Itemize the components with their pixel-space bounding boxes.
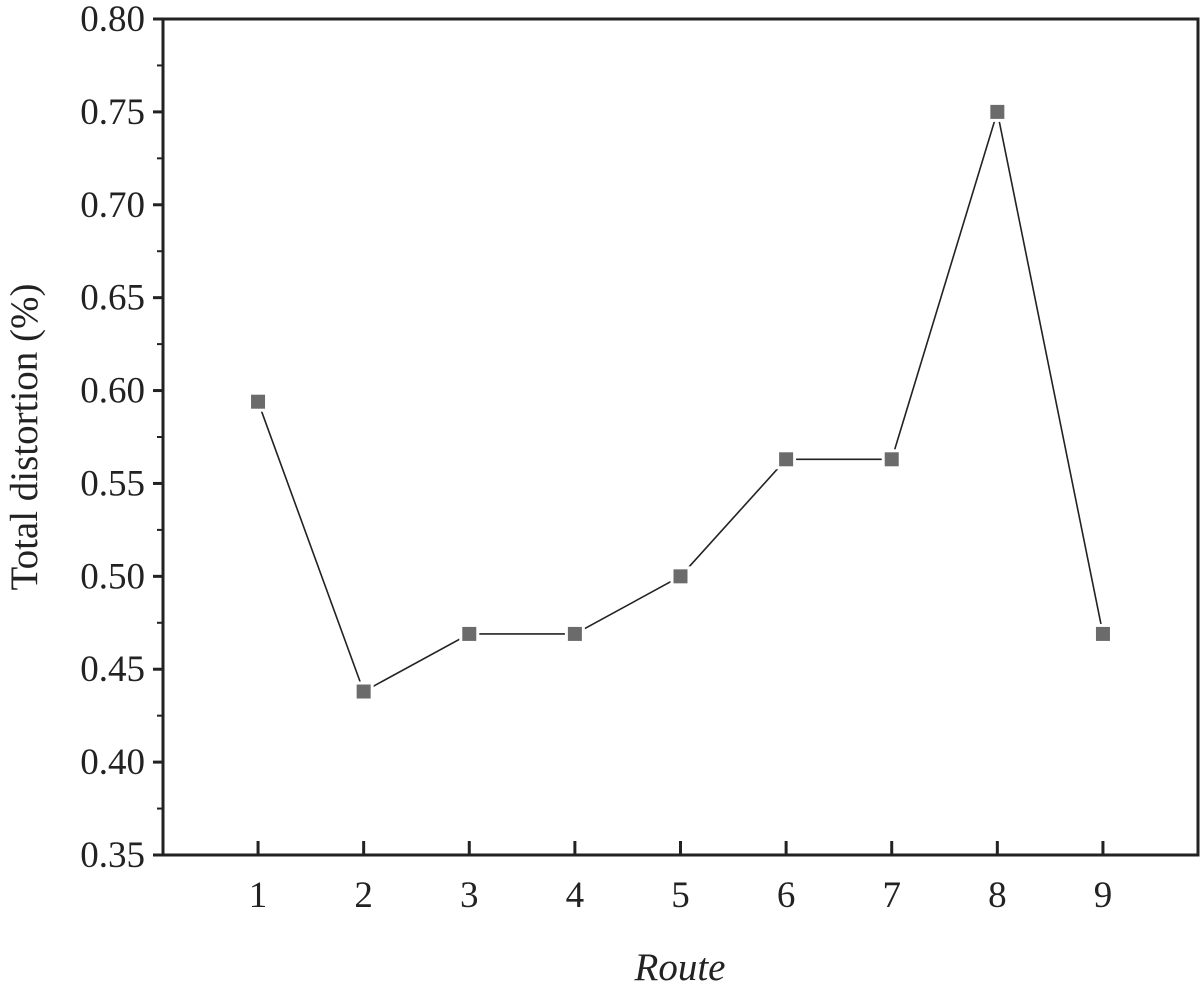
x-tick-label: 6: [777, 875, 796, 916]
data-point: [248, 391, 269, 412]
x-tick-label: 3: [460, 875, 479, 916]
data-point: [670, 566, 691, 587]
x-tick-label: 4: [566, 875, 585, 916]
x-tick-label: 1: [249, 875, 268, 916]
x-tick-label: 9: [1094, 875, 1113, 916]
series-segment: [363, 633, 470, 693]
x-tick-label: 5: [671, 875, 690, 916]
x-tick-label: 8: [988, 875, 1007, 916]
y-axis-ticks: 0.35 0.40 0.45 0.50 0.55 0.60 0.65 0.70 0.75 0.80: [80, 0, 163, 876]
data-point: [459, 623, 480, 644]
data-point: [881, 449, 902, 470]
series-lines: [257, 111, 1104, 693]
x-axis-title: Route: [634, 946, 726, 989]
y-axis-title: Total distortion (%): [3, 283, 46, 590]
y-tick-label: 0.50: [80, 556, 145, 597]
x-axis-ticks: 1 2 3 4 5 6 7 8 9: [249, 841, 1112, 916]
plot-frame: [161, 17, 1200, 857]
data-point: [1092, 623, 1113, 644]
series-points: [248, 101, 1113, 702]
series-segment: [890, 111, 999, 460]
series-segment: [679, 458, 787, 577]
data-point: [353, 681, 374, 702]
y-tick-label: 0.65: [80, 278, 145, 319]
data-point: [564, 623, 585, 644]
y-tick-label: 0.60: [80, 371, 145, 412]
series-segment: [996, 111, 1104, 635]
series-segment: [257, 401, 365, 692]
y-tick-label: 0.80: [80, 0, 145, 40]
y-tick-label: 0.75: [80, 92, 145, 133]
x-tick-label: 7: [882, 875, 901, 916]
y-tick-label: 0.70: [80, 185, 145, 226]
data-point: [987, 101, 1008, 122]
x-tick-label: 2: [354, 875, 373, 916]
series-segment: [574, 575, 681, 635]
y-tick-label: 0.35: [80, 835, 145, 876]
y-tick-label: 0.55: [80, 463, 145, 504]
y-tick-label: 0.45: [80, 649, 145, 690]
data-point: [776, 449, 797, 470]
y-tick-label: 0.40: [80, 742, 145, 783]
